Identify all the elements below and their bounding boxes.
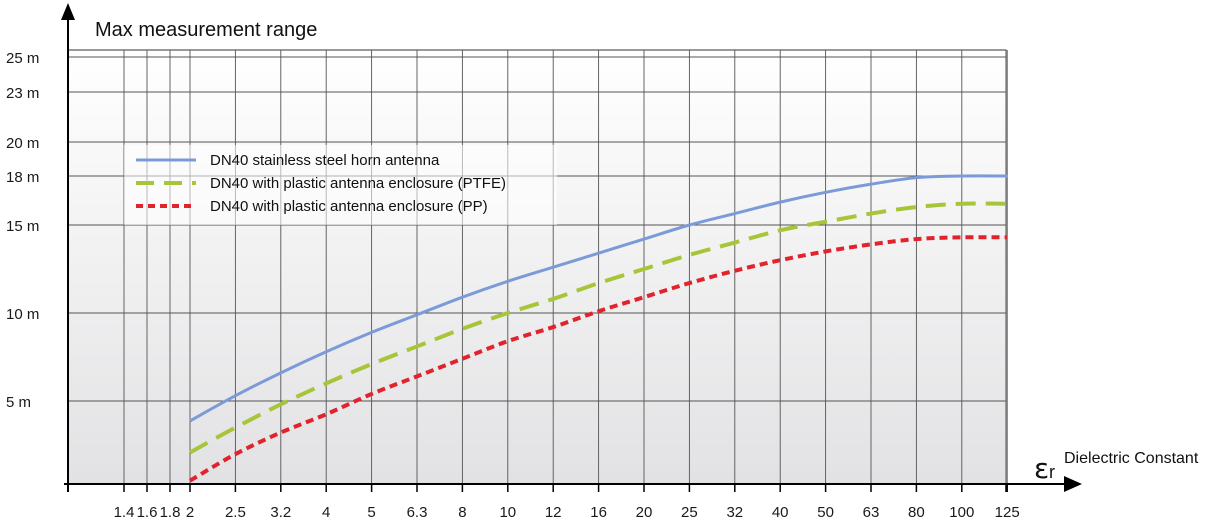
legend-label-1: DN40 stainless steel horn antenna — [210, 152, 440, 169]
y-tick-label: 25 m — [6, 50, 39, 67]
x-tick-label: 125 — [995, 504, 1020, 521]
series-line-2 — [189, 201, 1008, 455]
x-tick-label: 6.3 — [407, 504, 428, 521]
x-tick-label: 50 — [817, 504, 834, 521]
x-tick-label: 4 — [322, 504, 330, 521]
x-axis-symbol-sub: r — [1049, 462, 1055, 482]
x-axis-title: Dielectric Constant — [1064, 450, 1199, 467]
x-tick-label: 8 — [458, 504, 466, 521]
x-tick-label: 12 — [545, 504, 562, 521]
x-tick-label: 1.8 — [160, 504, 181, 521]
x-tick-label: 80 — [908, 504, 925, 521]
x-axis-arrow — [1064, 476, 1082, 492]
legend: DN40 stainless steel horn antenna DN40 wi… — [124, 145, 557, 225]
y-tick-label: 18 m — [6, 169, 39, 186]
x-tick-label: 2 — [186, 504, 194, 521]
y-tick-label: 15 m — [6, 218, 39, 235]
x-tick-label: 25 — [681, 504, 698, 521]
x-tick-label: 5 — [367, 504, 375, 521]
series-line-1 — [189, 174, 1008, 423]
y-tick-label: 23 m — [6, 85, 39, 102]
y-tick-label: 20 m — [6, 135, 39, 152]
plot-background — [68, 50, 1006, 484]
x-tick-label: 1.4 — [114, 504, 135, 521]
y-axis-arrow — [61, 3, 75, 20]
x-tick-label: 1.6 — [137, 504, 158, 521]
x-tick-label: 20 — [636, 504, 653, 521]
y-tick-label: 5 m — [6, 394, 31, 411]
legend-label-2: DN40 with plastic antenna enclosure (PTF… — [210, 175, 506, 192]
x-tick-label: 10 — [499, 504, 516, 521]
x-tick-label: 16 — [590, 504, 607, 521]
x-tick-label: 63 — [863, 504, 880, 521]
y-tick-labels: 5 m 10 m 15 m 18 m 20 m 23 m 25 m — [6, 50, 39, 411]
y-tick-label: 10 m — [6, 306, 39, 323]
series-layer — [188, 174, 1008, 483]
axes — [61, 3, 1082, 492]
series-line-3 — [188, 235, 1008, 483]
x-tick-labels: 1.4 1.6 1.8 2 2.5 3.2 4 5 6.3 8 10 12 16 20 25 32 40 50 63… — [114, 504, 1020, 521]
y-axis-title: Max measurement range — [95, 19, 317, 41]
x-tick-label: 3.2 — [270, 504, 291, 521]
x-tick-label: 2.5 — [225, 504, 246, 521]
x-tick-label: 40 — [772, 504, 789, 521]
x-axis-symbol: ε — [1034, 452, 1049, 485]
x-tick-label: 100 — [949, 504, 974, 521]
x-tick-label: 32 — [726, 504, 743, 521]
legend-label-3: DN40 with plastic antenna enclosure (PP) — [210, 198, 488, 215]
legend-box — [124, 145, 557, 225]
